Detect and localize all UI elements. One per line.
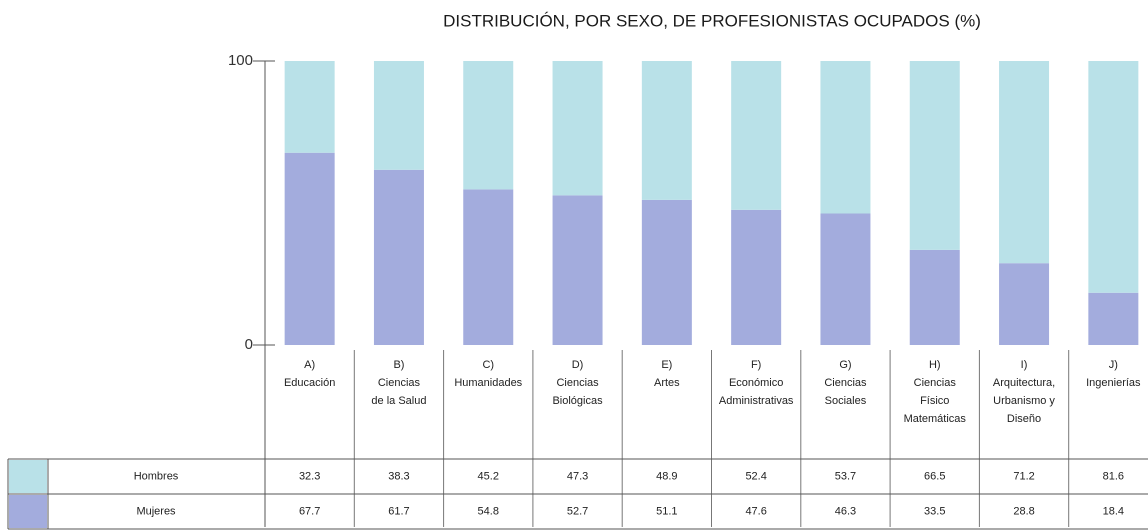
x-tick-label: Ciencias: [914, 377, 957, 389]
table-value: 61.7: [388, 505, 409, 517]
table-value: 51.1: [656, 505, 677, 517]
x-tick-label: B): [393, 359, 404, 371]
x-tick-label: Administrativas: [719, 395, 794, 407]
table-value: 52.4: [745, 470, 766, 482]
x-tick-label: H): [929, 359, 941, 371]
x-tick-label: Ingenierías: [1086, 377, 1141, 389]
legend-label: Mujeres: [136, 505, 176, 517]
x-tick-label: Sociales: [825, 395, 867, 407]
x-tick-label: J): [1109, 359, 1118, 371]
x-tick-label: F): [751, 359, 761, 371]
bar-segment: [552, 195, 603, 345]
x-tick-label: G): [839, 359, 851, 371]
bar-segment: [641, 199, 692, 345]
bar-segment: [1088, 292, 1139, 345]
y-tick-label: 0: [245, 336, 253, 353]
legend-swatch: [9, 495, 47, 528]
x-tick-label: Educación: [284, 377, 335, 389]
table-value: 28.8: [1013, 505, 1034, 517]
x-tick-label: C): [482, 359, 494, 371]
x-tick-label: Matemáticas: [904, 413, 967, 425]
bar-segment: [999, 263, 1050, 345]
bar-segment: [820, 61, 871, 214]
table-value: 38.3: [388, 470, 409, 482]
x-tick-label: Ciencias: [378, 377, 421, 389]
bar-segment: [641, 61, 692, 200]
x-tick-label: Ciencias: [556, 377, 599, 389]
x-tick-label: Físico: [920, 395, 949, 407]
table-value: 81.6: [1103, 470, 1124, 482]
x-tick-label: Artes: [654, 377, 680, 389]
y-tick-label: 100: [228, 52, 253, 69]
table-value: 32.3: [299, 470, 320, 482]
bar-segment: [731, 209, 782, 345]
x-tick-label: A): [304, 359, 315, 371]
table-value: 33.5: [924, 505, 945, 517]
legend-swatch: [9, 460, 47, 493]
table-value: 47.3: [567, 470, 588, 482]
bar-segment: [820, 213, 871, 345]
x-tick-label: I): [1021, 359, 1028, 371]
table-value: 18.4: [1103, 505, 1124, 517]
bar-segment: [463, 61, 514, 190]
bar-segment: [373, 61, 424, 170]
table-value: 52.7: [567, 505, 588, 517]
legend-label: Hombres: [134, 470, 179, 482]
x-tick-label: Humanidades: [454, 377, 522, 389]
table-value: 45.2: [478, 470, 499, 482]
x-tick-label: Urbanismo y: [993, 395, 1055, 407]
table-value: 54.8: [478, 505, 499, 517]
chart-title: DISTRIBUCIÓN, POR SEXO, DE PROFESIONISTA…: [443, 11, 981, 30]
bar-segment: [373, 169, 424, 345]
x-tick-label: Diseño: [1007, 413, 1041, 425]
x-tick-label: Económico: [729, 377, 783, 389]
bar-segment: [284, 61, 335, 153]
bar-segment: [1088, 61, 1139, 293]
bar-segment: [909, 61, 960, 250]
x-tick-label: D): [572, 359, 584, 371]
table-value: 71.2: [1013, 470, 1034, 482]
table-value: 46.3: [835, 505, 856, 517]
bar-segment: [284, 152, 335, 345]
bar-segment: [463, 189, 514, 345]
x-tick-label: de la Salud: [371, 395, 426, 407]
x-tick-label: Arquitectura,: [993, 377, 1055, 389]
bar-segment: [909, 249, 960, 345]
table-value: 47.6: [745, 505, 766, 517]
table-value: 48.9: [656, 470, 677, 482]
x-tick-label: Ciencias: [824, 377, 867, 389]
bar-segment: [552, 61, 603, 196]
bar-segment: [999, 61, 1050, 264]
x-tick-label: Biológicas: [552, 395, 603, 407]
x-tick-label: E): [661, 359, 672, 371]
table-value: 66.5: [924, 470, 945, 482]
table-value: 53.7: [835, 470, 856, 482]
table-value: 67.7: [299, 505, 320, 517]
bar-segment: [731, 61, 782, 210]
